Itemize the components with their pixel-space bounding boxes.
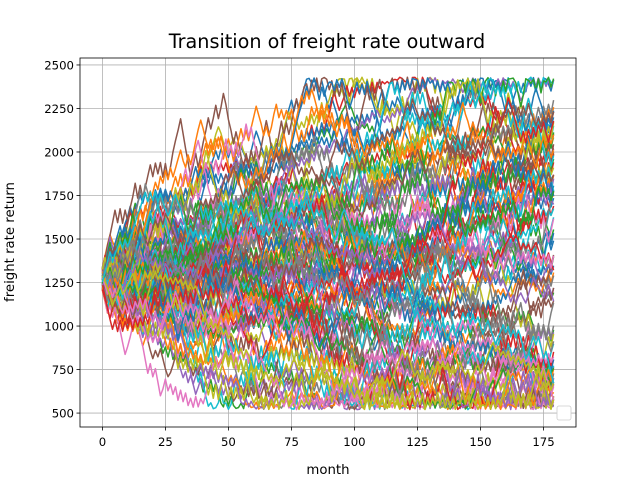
x-tick-label: 150: [469, 435, 491, 449]
series-line-88: [101, 169, 555, 409]
series-line-79: [101, 77, 555, 291]
series-line-78: [101, 178, 555, 345]
x-tick-label: 25: [158, 435, 173, 449]
series-line-60: [101, 207, 555, 326]
chart-title: Transition of freight rate outward: [168, 30, 485, 53]
x-tick-label: 100: [343, 435, 365, 449]
y-tick-label: 1500: [44, 233, 74, 247]
y-tick-label: 1750: [44, 189, 74, 203]
plot-area: [101, 76, 555, 411]
x-tick-label: 0: [99, 435, 106, 449]
y-tick-label: 2000: [44, 145, 74, 159]
series-line-75: [101, 248, 555, 411]
series-line-98: [101, 233, 555, 372]
y-axis: 500 750 1000 1250 1500 1750 2000 2250 2500: [44, 58, 80, 421]
x-tick-label: 175: [532, 435, 554, 449]
y-tick-label: 2250: [44, 102, 74, 116]
x-tick-label: 125: [406, 435, 428, 449]
series-line-99: [101, 270, 555, 402]
y-axis-label: freight rate return: [3, 182, 18, 302]
series-line-82: [101, 261, 555, 411]
x-tick-label: 50: [221, 435, 236, 449]
series-line-58: [101, 83, 555, 281]
series-line-89: [101, 246, 555, 411]
legend-box: [556, 405, 572, 421]
series-line-100: [101, 190, 555, 384]
series-line-94: [101, 97, 555, 333]
x-tick-label: 75: [284, 435, 299, 449]
y-tick-label: 500: [52, 407, 74, 421]
series-line-91: [101, 140, 555, 342]
series-line-52: [101, 103, 555, 272]
y-tick-label: 750: [52, 363, 74, 377]
y-tick-label: 1000: [44, 320, 74, 334]
series-line-96: [101, 98, 555, 281]
axes-frame: [79, 57, 577, 428]
y-tick-label: 2500: [44, 58, 74, 72]
x-axis-label: month: [306, 463, 349, 478]
x-axis: 0 25 50 75 100 125 150 175: [99, 427, 555, 449]
series-line-93: [101, 174, 555, 297]
y-tick-label: 1250: [44, 276, 74, 290]
series-line-69: [101, 262, 555, 411]
